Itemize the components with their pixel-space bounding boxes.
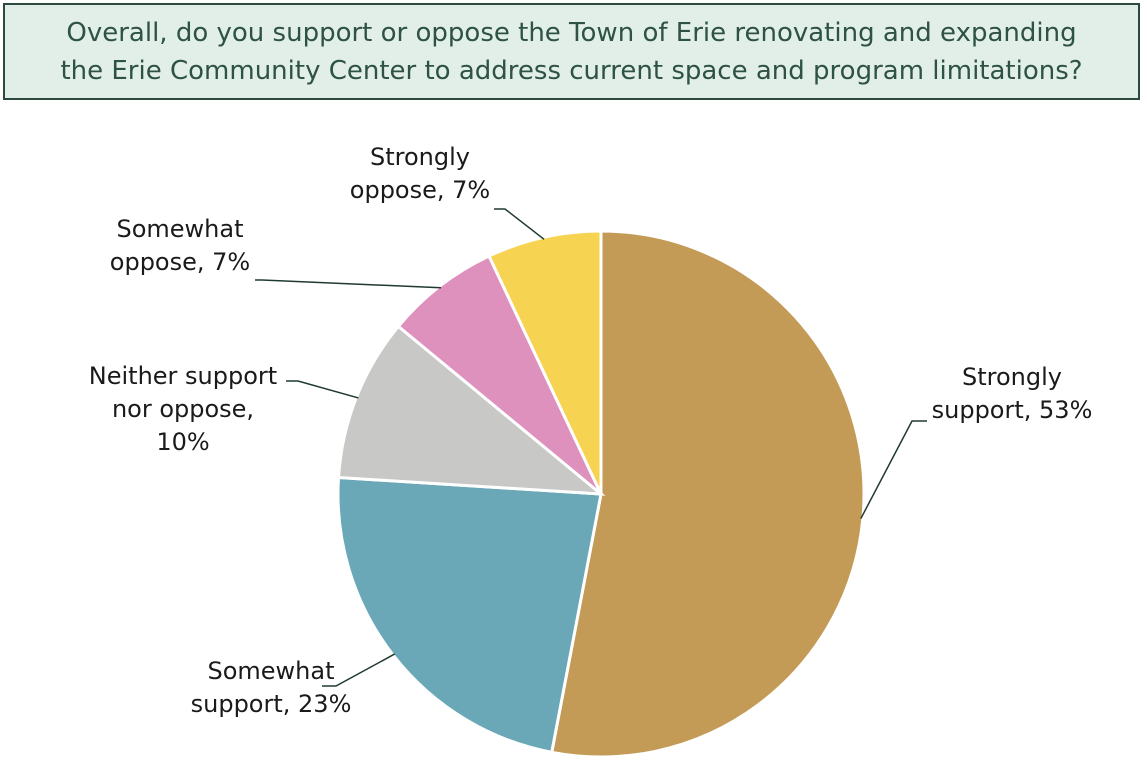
leader-line-somewhat-oppose: [255, 279, 442, 289]
chart-title-line-2: the Erie Community Center to address cur…: [60, 55, 1083, 86]
pie-slice-strongly-support: [549, 229, 866, 759]
data-label-somewhat-oppose: Somewhat oppose, 7%: [110, 215, 250, 276]
pie-slices: [336, 229, 866, 759]
pie-slice-strongly-oppose: [487, 229, 603, 495]
data-label-strongly-oppose: Strongly oppose, 7%: [350, 143, 490, 204]
data-label-neither-support-nor-oppose: Neither support nor oppose, 10%: [89, 362, 277, 456]
leader-line-neither-support-nor-oppose: [286, 380, 359, 399]
leader-lines: [255, 208, 927, 687]
pie-slice-somewhat-oppose: [396, 254, 603, 496]
leader-line-strongly-oppose: [494, 208, 545, 240]
leader-line-somewhat-support: [322, 653, 396, 687]
data-label-strongly-support: Strongly support, 53%: [932, 363, 1093, 424]
data-labels: Strongly support, 53% Somewhat support, 23%…: [89, 143, 1093, 718]
chart-title: Overall, do you support or oppose the To…: [3, 3, 1140, 100]
chart-title-line-1: Overall, do you support or oppose the To…: [66, 17, 1077, 48]
data-label-somewhat-support: Somewhat support, 23%: [191, 657, 352, 718]
leader-line-strongly-support: [860, 420, 927, 519]
